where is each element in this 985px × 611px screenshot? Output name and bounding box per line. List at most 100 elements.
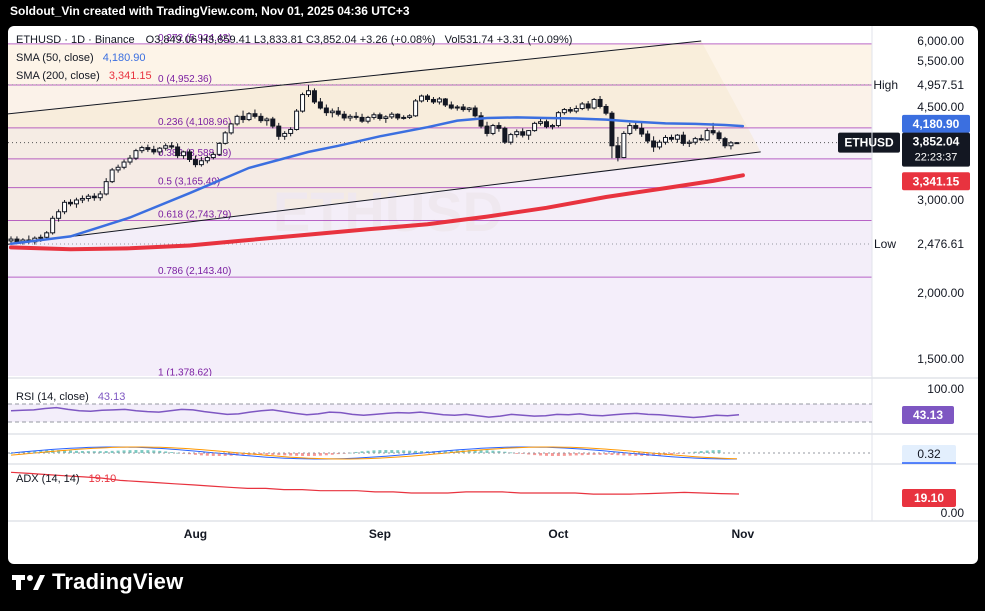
macd-bar bbox=[199, 453, 203, 456]
macd-bar bbox=[610, 453, 614, 455]
macd-bar bbox=[562, 453, 566, 456]
candle-up bbox=[8, 238, 14, 242]
candle-up bbox=[347, 115, 353, 119]
candle-up bbox=[674, 134, 680, 140]
macd-bar bbox=[193, 453, 197, 455]
macd-bar bbox=[9, 453, 13, 454]
fib-label: 0.786 (2,143.40) bbox=[158, 266, 231, 277]
candle-up bbox=[246, 113, 252, 121]
macd-bar bbox=[527, 453, 531, 455]
sma200-badge-value: 3,341.15 bbox=[913, 174, 960, 188]
chart-panel[interactable]: ETHUSD 0.272 (5,924.42) 0 (4,952.36) 0.236… bbox=[8, 26, 978, 564]
macd-bar bbox=[580, 453, 584, 456]
candle-up bbox=[407, 115, 413, 118]
price-tick-label: 2,000.00 bbox=[917, 286, 964, 300]
candle-up bbox=[549, 125, 555, 128]
macd-bar bbox=[503, 451, 507, 453]
macd-bar bbox=[622, 453, 626, 456]
macd-bar bbox=[574, 453, 578, 456]
macd-bar bbox=[318, 453, 322, 456]
candle-up bbox=[657, 141, 663, 148]
rsi-pane[interactable]: RSI (14, close) 43.13 100.00 43.13 bbox=[8, 382, 964, 424]
candle-down bbox=[544, 121, 549, 128]
bar-countdown: 22:23:37 bbox=[915, 152, 958, 164]
candle-down bbox=[567, 109, 573, 112]
candle-down bbox=[395, 113, 401, 119]
candle-down bbox=[317, 101, 323, 109]
candle-up bbox=[73, 199, 79, 205]
rsi-line bbox=[10, 406, 740, 419]
candle-up bbox=[198, 160, 204, 166]
high-value: 4,957.51 bbox=[917, 78, 964, 92]
macd-bar bbox=[443, 450, 447, 453]
tradingview-logo-icon bbox=[12, 575, 45, 590]
candle-up bbox=[62, 201, 68, 213]
candle-down bbox=[192, 158, 198, 166]
candle-down bbox=[240, 115, 246, 121]
candle-down bbox=[615, 145, 621, 159]
candle-down bbox=[710, 130, 716, 134]
macd-bar bbox=[158, 450, 162, 453]
macd-bar bbox=[437, 451, 441, 453]
macd-bar bbox=[74, 450, 78, 453]
macd-bar bbox=[134, 450, 138, 453]
macd-bar bbox=[479, 450, 483, 453]
macd-bar bbox=[27, 451, 31, 453]
price-axis[interactable]: 6,000.00 5,500.00 4,500.00 3,000.00 2,000.00… bbox=[917, 34, 964, 366]
candle-up bbox=[591, 98, 597, 109]
macd-badge bbox=[902, 445, 956, 463]
macd-bar bbox=[295, 453, 299, 456]
candle-down bbox=[478, 115, 484, 127]
candle-down bbox=[442, 98, 448, 106]
fib-zone bbox=[8, 43, 872, 86]
macd-bar bbox=[205, 453, 209, 456]
time-tick-label: Sep bbox=[369, 527, 391, 541]
adx-pane[interactable]: ADX (14, 14) 19.10 19.10 0.00 bbox=[10, 471, 964, 520]
candle-up bbox=[466, 107, 472, 111]
adx-badge bbox=[902, 489, 956, 507]
macd-bar bbox=[515, 453, 519, 454]
fib-zone bbox=[8, 158, 872, 188]
macd-bar bbox=[592, 453, 596, 455]
candle-up bbox=[692, 138, 698, 143]
time-axis[interactable]: Aug Sep Oct Nov bbox=[184, 527, 755, 541]
candle-up bbox=[109, 169, 115, 183]
macd-bar bbox=[271, 453, 275, 455]
candle-down bbox=[252, 113, 258, 117]
candle-up bbox=[222, 132, 228, 144]
macd-bar bbox=[283, 453, 287, 456]
candle-up bbox=[704, 130, 710, 141]
candle-down bbox=[609, 112, 615, 147]
candle-up bbox=[538, 121, 544, 124]
macd-bar bbox=[80, 450, 84, 453]
macd-pane[interactable]: 0.32 bbox=[8, 445, 956, 464]
adx-badge-value: 19.10 bbox=[914, 491, 944, 505]
candle-up bbox=[300, 94, 306, 112]
tradingview-logo[interactable]: TradingView bbox=[12, 568, 183, 596]
symbol-line: ETHUSD · 1D · Binance O3,849.06 H3,859.4… bbox=[16, 34, 572, 46]
chart-canvas[interactable]: ETHUSD 0.272 (5,924.42) 0 (4,952.36) 0.236… bbox=[8, 26, 978, 564]
macd-bar bbox=[711, 450, 715, 453]
fib-label: 0.618 (2,743.79) bbox=[158, 209, 231, 220]
candle-down bbox=[169, 145, 175, 148]
candle-up bbox=[306, 90, 311, 96]
macd-bar bbox=[348, 452, 352, 454]
channel-lines bbox=[8, 40, 761, 245]
macd-bar bbox=[509, 452, 513, 454]
sma50-line bbox=[9, 116, 745, 245]
channel-upper-line bbox=[8, 40, 702, 115]
macd-bar bbox=[360, 451, 364, 453]
candle-down bbox=[425, 95, 430, 100]
candle-down bbox=[276, 125, 282, 137]
macd-bar bbox=[533, 453, 537, 456]
macd-bar bbox=[330, 453, 334, 455]
macd-bar bbox=[33, 450, 37, 453]
candles bbox=[8, 85, 740, 245]
macd-bar bbox=[658, 453, 662, 456]
candle-up bbox=[44, 232, 50, 238]
candle-up bbox=[121, 161, 127, 168]
macd-bar bbox=[164, 451, 168, 453]
macd-bar bbox=[699, 451, 703, 453]
last-price-badge: ETHUSD 3,852.04 22:23:37 bbox=[838, 132, 970, 167]
macd-bar bbox=[568, 453, 572, 456]
